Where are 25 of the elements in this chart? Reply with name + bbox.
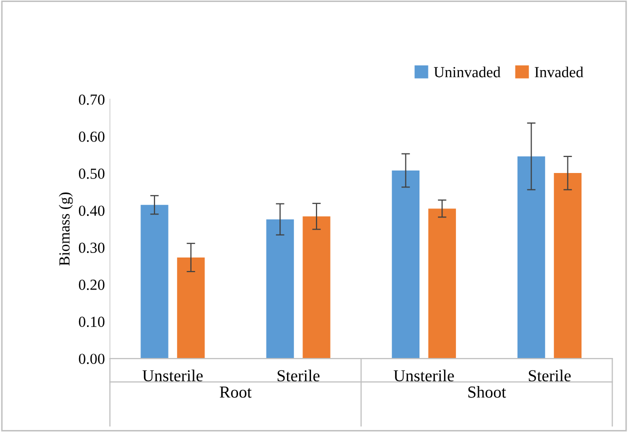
y-tick-label: 0.70 xyxy=(78,94,104,105)
x-tick-label: Sterile xyxy=(528,370,571,382)
y-tick-label: 0.10 xyxy=(78,316,104,328)
bar xyxy=(392,170,420,359)
bar xyxy=(517,156,546,359)
y-tick-label: 0.40 xyxy=(78,206,104,216)
legend-label: Invaded xyxy=(534,66,584,78)
x-tick-label: Unsterile xyxy=(394,370,454,382)
x-tick-label: Unsterile xyxy=(142,370,203,382)
y-tick-label: 0.30 xyxy=(78,242,104,253)
y-tick-label: 0.50 xyxy=(78,168,104,179)
bar xyxy=(554,173,582,359)
y-tick-label: 0.20 xyxy=(78,280,104,290)
y-axis-title: Biomass (g) xyxy=(58,192,73,266)
bar xyxy=(177,257,205,359)
bar xyxy=(302,216,330,359)
bar xyxy=(266,219,294,359)
y-tick-label: 0.60 xyxy=(78,132,104,142)
bar xyxy=(140,204,168,359)
y-tick-label: 0.00 xyxy=(78,354,104,364)
text: Shoot xyxy=(468,386,506,398)
legend-label: Uninvaded xyxy=(434,66,500,78)
text: Root xyxy=(220,386,252,398)
bar xyxy=(428,208,456,359)
x-tick-label: Sterile xyxy=(278,370,320,382)
